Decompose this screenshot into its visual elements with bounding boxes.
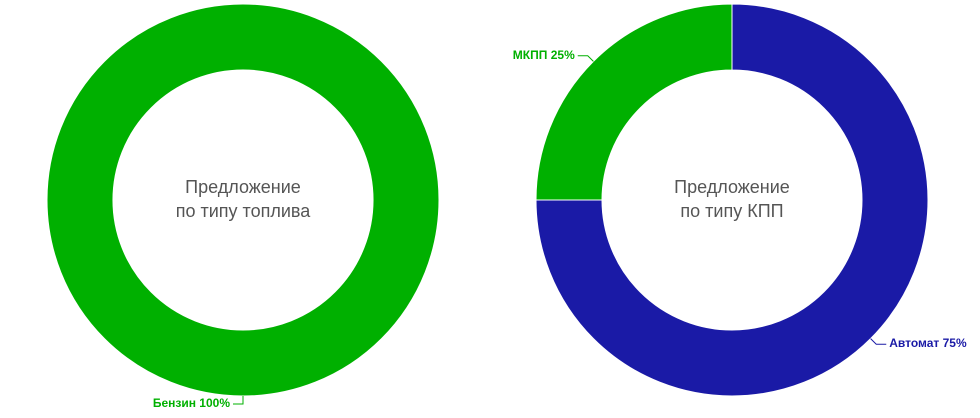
label-value: 25% xyxy=(551,48,575,62)
leader-line xyxy=(233,396,244,405)
chart-title: по типу КПП xyxy=(680,201,783,221)
chart-title: по типу топлива xyxy=(176,201,312,221)
data-label: МКПП 25% xyxy=(513,48,575,62)
chart-title: Предложение xyxy=(185,177,301,197)
data-label: Бензин 100% xyxy=(153,396,231,410)
label-value: 100% xyxy=(199,396,230,410)
label-category: МКПП xyxy=(513,48,548,62)
label-value: 75% xyxy=(943,336,967,350)
leader-line xyxy=(577,55,594,62)
label-category: Бензин xyxy=(153,396,196,410)
label-category: Автомат xyxy=(889,336,939,350)
data-label: Автомат 75% xyxy=(889,336,967,350)
slice xyxy=(535,3,733,201)
chart-title: Предложение xyxy=(674,177,790,197)
leader-line xyxy=(870,338,887,345)
slice xyxy=(535,3,929,397)
